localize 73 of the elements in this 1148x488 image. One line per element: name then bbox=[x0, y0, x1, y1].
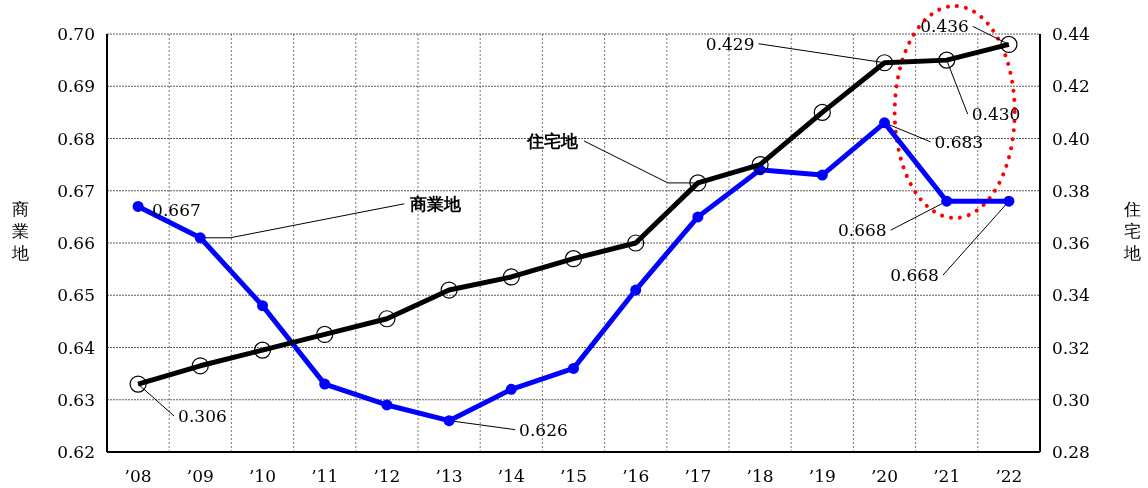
point bbox=[568, 362, 579, 374]
data-label: 0.626 bbox=[519, 419, 568, 440]
y2-tick-label: 0.36 bbox=[1052, 233, 1090, 253]
x-tick-label: ’19 bbox=[808, 466, 836, 486]
point bbox=[813, 103, 831, 121]
point bbox=[253, 341, 272, 359]
x-tick-label: ’11 bbox=[311, 466, 339, 486]
data-label: 0.306 bbox=[178, 406, 227, 427]
y-tick-label: 0.62 bbox=[57, 442, 95, 462]
y2-tick-label: 0.32 bbox=[1052, 337, 1090, 358]
point bbox=[443, 415, 455, 427]
y-tick-label: 0.63 bbox=[57, 389, 95, 410]
point bbox=[1000, 35, 1018, 54]
x-tick-label: ’08 bbox=[124, 466, 152, 486]
point bbox=[879, 117, 890, 129]
point bbox=[378, 310, 396, 328]
x-tick-label: ’16 bbox=[622, 466, 650, 486]
point bbox=[381, 399, 393, 411]
point bbox=[502, 268, 520, 286]
point bbox=[816, 169, 828, 181]
y2-tick-label: 0.42 bbox=[1052, 76, 1090, 97]
y-tick-label: 0.70 bbox=[57, 24, 95, 44]
y2-tick-label: 0.44 bbox=[1052, 24, 1090, 44]
y-tick-label: 0.66 bbox=[57, 233, 95, 253]
data-label: 0.668 bbox=[890, 265, 939, 286]
data-label: 0.430 bbox=[971, 104, 1021, 125]
x-tick-label: ’18 bbox=[746, 466, 774, 486]
x-tick-label: ’15 bbox=[559, 466, 588, 486]
y2-tick-label: 0.30 bbox=[1052, 389, 1090, 410]
point bbox=[440, 281, 458, 299]
x-tick-label: ’10 bbox=[248, 466, 277, 486]
y-axis-title: 商業地 bbox=[10, 199, 29, 263]
point bbox=[630, 284, 642, 296]
point bbox=[257, 300, 268, 312]
y-tick-label: 0.67 bbox=[57, 180, 95, 201]
x-tick-label: ’20 bbox=[870, 466, 899, 486]
point bbox=[1003, 195, 1015, 207]
y2-axis-title: 住宅地 bbox=[1122, 199, 1141, 263]
x-tick-label: ’17 bbox=[684, 466, 712, 486]
text: 商業地 bbox=[409, 193, 463, 214]
x-tick-label: ’09 bbox=[186, 466, 214, 486]
y2-tick-label: 0.38 bbox=[1052, 180, 1090, 201]
y2-tick-label: 0.34 bbox=[1052, 285, 1090, 306]
point bbox=[319, 378, 331, 390]
point bbox=[751, 156, 769, 174]
point bbox=[564, 250, 583, 268]
x-tick-label: ’22 bbox=[995, 466, 1023, 486]
x-tick-label: ’13 bbox=[435, 466, 463, 486]
point bbox=[132, 200, 144, 212]
point bbox=[505, 383, 517, 395]
x-tick-label: ’12 bbox=[373, 466, 401, 486]
data-label: 0.667 bbox=[152, 200, 201, 221]
point bbox=[692, 211, 704, 223]
point bbox=[191, 357, 209, 375]
y-tick-label: 0.69 bbox=[57, 76, 95, 97]
data-label: 0.429 bbox=[705, 33, 755, 54]
data-label: 0.668 bbox=[838, 220, 887, 241]
y-tick-label: 0.65 bbox=[57, 285, 95, 306]
y2-tick-label: 0.28 bbox=[1052, 442, 1090, 462]
point bbox=[316, 325, 334, 344]
x-tick-label: ’14 bbox=[497, 466, 525, 486]
x-tick-label: ’21 bbox=[933, 466, 961, 486]
data-label: 0.436 bbox=[920, 16, 969, 37]
point bbox=[938, 51, 956, 69]
point bbox=[941, 195, 953, 207]
y2-tick-label: 0.40 bbox=[1052, 128, 1090, 149]
point bbox=[194, 232, 206, 244]
y-tick-label: 0.64 bbox=[57, 337, 95, 358]
point bbox=[689, 174, 707, 192]
point bbox=[627, 234, 645, 252]
point bbox=[875, 54, 894, 72]
y-tick-label: 0.68 bbox=[57, 128, 95, 149]
point bbox=[129, 375, 147, 393]
